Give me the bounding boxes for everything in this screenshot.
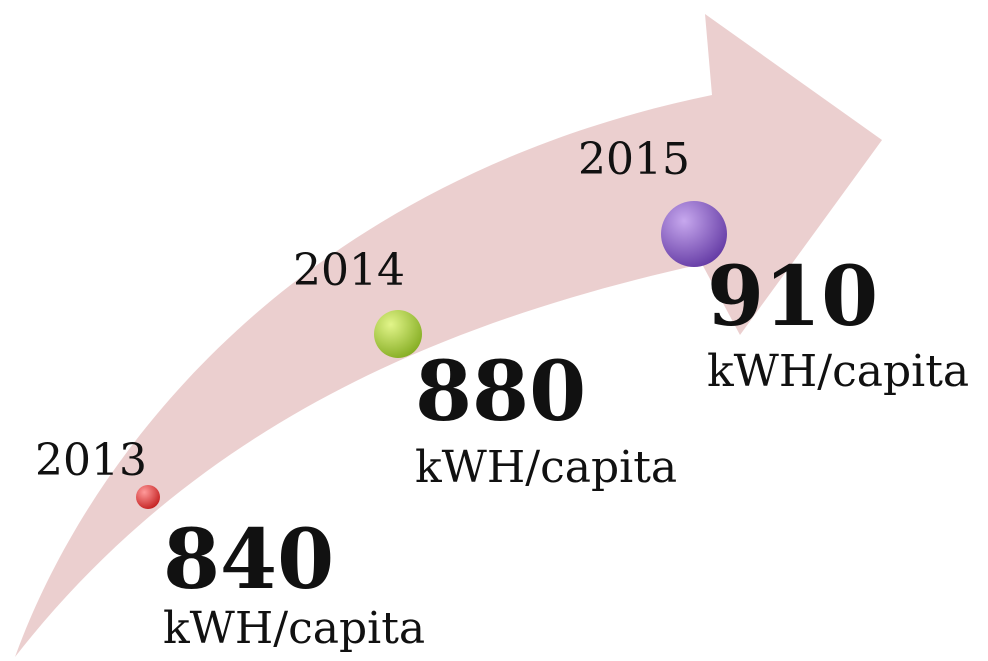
unit: kWH/capita xyxy=(163,603,425,654)
dot-2014 xyxy=(374,310,422,358)
dot-2015 xyxy=(661,201,727,267)
year: 2015 xyxy=(578,134,690,185)
year: 2014 xyxy=(293,245,405,296)
value: 880 xyxy=(415,344,586,440)
growth-arrow xyxy=(15,14,882,657)
value: 840 xyxy=(163,512,334,608)
value: 910 xyxy=(707,249,878,345)
unit: kWH/capita xyxy=(415,442,677,493)
year: 2013 xyxy=(35,435,147,486)
dot-2013 xyxy=(136,485,160,509)
unit: kWH/capita xyxy=(707,346,969,397)
